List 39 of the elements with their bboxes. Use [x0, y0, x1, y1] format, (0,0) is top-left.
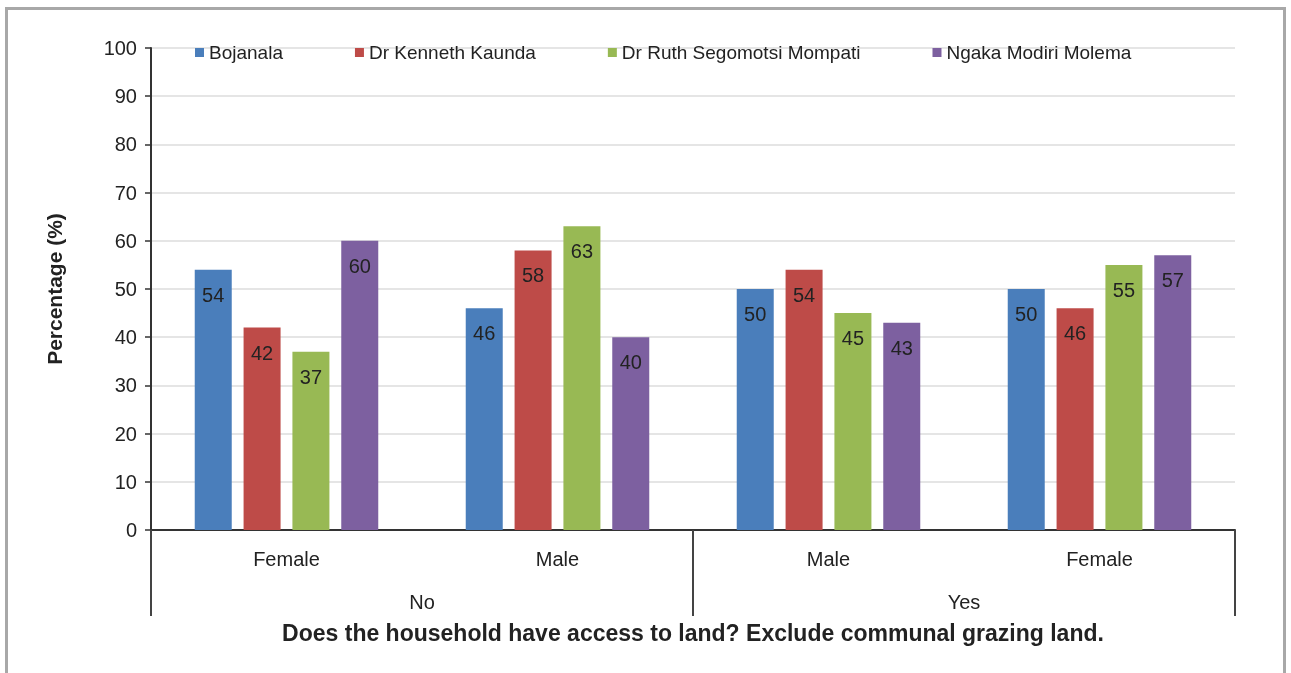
y-tick-label: 100: [103, 37, 137, 59]
y-axis-title: Percentage (%): [43, 213, 66, 365]
data-label: 50: [744, 303, 767, 325]
x-tick-label: Male: [535, 548, 580, 570]
y-tick-label: 70: [114, 181, 137, 204]
y-tick-label: 0: [125, 519, 137, 541]
y-tick-label: 90: [114, 85, 137, 108]
data-label: 54: [792, 283, 816, 306]
x-tick-label: Female: [253, 548, 320, 570]
data-label: 57: [1161, 269, 1184, 292]
legend-label: Ngaka Modiri Molema: [946, 42, 1132, 63]
data-label: 40: [619, 351, 642, 374]
data-label: 43: [890, 336, 913, 359]
data-label: 63: [570, 240, 594, 263]
x-tick-label: Female: [1066, 548, 1133, 570]
text: No: [409, 591, 435, 613]
data-label: 60: [348, 254, 371, 277]
data-label: 55: [1112, 278, 1136, 301]
data-label: 54: [202, 283, 225, 306]
y-tick-label: 60: [114, 229, 137, 252]
data-label: 45: [841, 327, 865, 350]
legend-label: Dr Kenneth Kaunda: [368, 42, 537, 63]
data-label: 50: [1015, 303, 1038, 325]
data-label: 37: [299, 365, 323, 388]
data-label: 46: [473, 322, 496, 345]
y-tick-label: 10: [114, 470, 137, 493]
data-label: 42: [250, 341, 274, 364]
data-label: 58: [521, 264, 545, 287]
text: Yes: [947, 591, 981, 613]
y-tick-label: 30: [114, 374, 137, 397]
legend-label: Dr Ruth Segomotsi Mompati: [621, 42, 861, 63]
x-axis-title: Does the household have access to land? Exclude communal grazing land.: [282, 619, 1104, 646]
y-tick-label: 50: [114, 278, 137, 300]
y-tick-label: 20: [114, 422, 137, 445]
data-label: 46: [1063, 322, 1087, 345]
y-tick-label: 80: [114, 133, 137, 156]
legend-label: Bojanala: [209, 42, 284, 63]
x-tick-label: Male: [806, 548, 851, 570]
y-tick-label: 40: [114, 326, 137, 349]
